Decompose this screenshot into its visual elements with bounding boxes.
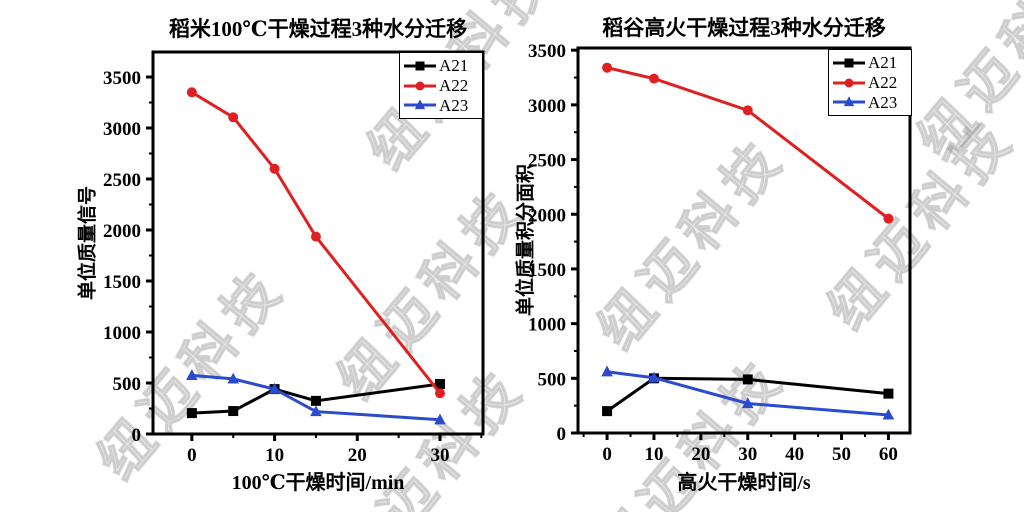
marker-triangle <box>268 382 281 394</box>
y-tick-label: 3500 <box>103 68 141 89</box>
legend-sample-triangle-icon <box>404 99 436 110</box>
x-tick-label: 30 <box>430 445 449 466</box>
x-tick-label: 10 <box>265 445 284 466</box>
marker-square <box>434 379 445 390</box>
marker-circle <box>742 105 753 116</box>
y-tick-label: 0 <box>132 425 142 446</box>
legend-sample-circle-icon <box>404 81 436 90</box>
marker-circle <box>648 73 659 84</box>
marker-circle <box>415 81 425 90</box>
marker-circle <box>434 388 445 399</box>
legend-label: A21 <box>439 56 469 76</box>
series-A23 <box>186 369 446 425</box>
chart1-y-axis-label: 单位质量信号 <box>77 185 99 301</box>
y-tick-label: 1000 <box>528 315 566 336</box>
chart-2-plot: 0 10 20 30 40 50 60 0 500 1000 1500 2000 2500 3000 350… <box>528 41 912 465</box>
plot-border <box>151 50 485 436</box>
chart-1-plot: 0 10 20 30 0 500 1000 1500 2000 2500 3000 3500 <box>103 50 485 466</box>
series-A22 <box>602 62 894 224</box>
y-tick-label: 3500 <box>528 41 566 62</box>
y-tick-label: 500 <box>538 369 567 390</box>
y-tick-label: 1500 <box>528 260 566 281</box>
marker-circle <box>883 213 894 224</box>
x-tick-label: 20 <box>691 444 710 465</box>
marker-circle <box>269 163 280 174</box>
series-line-A22 <box>191 91 442 395</box>
legend-label: A23 <box>868 92 898 112</box>
marker-triangle <box>843 96 855 107</box>
marker-triangle <box>310 405 322 417</box>
marker-square <box>844 58 854 68</box>
x-tick-label: 30 <box>738 444 757 465</box>
legend-sample-square-icon <box>404 61 436 71</box>
y-tick-label: 500 <box>113 374 142 395</box>
chart2-legend: A21 A22 A23 <box>828 49 912 116</box>
legend-sample-triangle-icon <box>833 96 865 107</box>
y-tick-label: 2500 <box>528 151 566 172</box>
legend-label: A22 <box>439 76 469 95</box>
chart1-legend: A21 A22 A23 <box>399 52 483 119</box>
x-tick-label: 0 <box>187 445 197 466</box>
y-tick-label: 1000 <box>103 323 141 344</box>
marker-square <box>883 388 894 399</box>
marker-triangle <box>601 365 613 377</box>
marker-triangle <box>414 99 426 110</box>
marker-triangle <box>186 369 198 380</box>
chart1-title: 稻米100℃干燥过程3种水分迁移 <box>168 17 468 41</box>
x-tick-label: 20 <box>348 445 367 466</box>
series-line-A21 <box>606 376 889 413</box>
marker-triangle <box>741 397 754 409</box>
marker-circle <box>228 112 239 123</box>
x-tick-label: 0 <box>602 444 612 465</box>
marker-circle <box>844 78 854 87</box>
legend-label: A22 <box>868 73 898 92</box>
legend-item-A23: A23 <box>404 95 476 115</box>
chart1-x-axis-label: 100℃干燥时间/min <box>231 472 405 494</box>
marker-square <box>310 395 321 406</box>
legend-sample-square-icon <box>833 58 865 68</box>
marker-circle <box>310 231 321 242</box>
marker-triangle <box>434 413 446 425</box>
legend-item-A22: A22 <box>833 73 905 93</box>
marker-square <box>228 406 239 417</box>
marker-square <box>186 408 197 419</box>
marker-triangle <box>227 372 240 384</box>
x-tick-label: 50 <box>832 444 851 465</box>
marker-square <box>415 61 425 71</box>
series-line-A23 <box>606 370 889 417</box>
y-tick-label: 1500 <box>103 272 141 293</box>
chart2-title: 稻谷高火干燥过程3种水分迁移 <box>602 16 886 40</box>
legend-item-A23: A23 <box>833 92 905 112</box>
y-tick-label: 0 <box>557 424 567 445</box>
y-tick-label: 2000 <box>528 205 566 226</box>
series-A22 <box>186 87 445 399</box>
series-A21 <box>602 373 894 417</box>
x-tick-label: 60 <box>879 444 898 465</box>
legend-item-A21: A21 <box>404 56 476 76</box>
y-tick-label: 3000 <box>528 96 566 117</box>
legend-sample-circle-icon <box>833 78 865 87</box>
marker-square <box>602 406 613 417</box>
legend-label: A21 <box>868 53 898 73</box>
marker-circle <box>186 87 197 98</box>
marker-square <box>742 374 753 385</box>
y-tick-label: 3000 <box>103 119 141 140</box>
marker-circle <box>602 62 613 73</box>
series-line-A22 <box>606 66 890 220</box>
chart2-y-axis-label: 单位质量积分面积 <box>515 163 537 317</box>
x-tick-label: 10 <box>644 444 663 465</box>
chart2-x-axis-label: 高火干燥时间/s <box>677 472 811 494</box>
legend-item-A21: A21 <box>833 53 905 73</box>
legend-item-A22: A22 <box>404 76 476 96</box>
plot-border <box>576 46 912 435</box>
series-A23 <box>601 365 895 420</box>
legend-label: A23 <box>439 95 469 115</box>
y-tick-label: 2500 <box>103 170 141 191</box>
marker-triangle <box>882 408 895 420</box>
marker-triangle <box>648 371 660 383</box>
y-tick-label: 2000 <box>103 221 141 242</box>
x-tick-label: 40 <box>785 444 804 465</box>
